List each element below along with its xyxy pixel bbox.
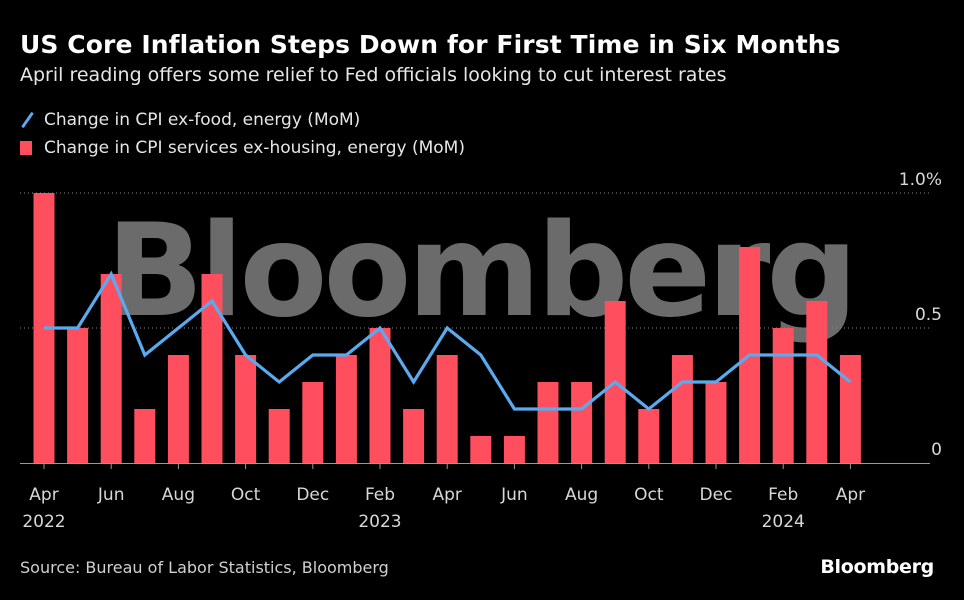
bar-3 [134,409,156,463]
x-tick-year-0: 2022 [22,512,65,532]
x-tick-label-5: Feb [365,485,395,505]
x-tick-label-9: Oct [634,485,664,505]
x-tick-label-4: Dec [296,485,329,505]
bar-11 [403,409,425,463]
x-tick-label-11: Feb [768,485,798,505]
legend-item-core-cpi: Change in CPI ex-food, energy (MoM) [20,106,465,134]
bar-18 [638,409,660,463]
x-tick-label-6: Apr [432,485,461,505]
line-swatch-icon [20,113,34,127]
bar-5 [201,274,223,463]
bar-16 [571,382,593,463]
legend-item-services-cpi: Change in CPI services ex-housing, energ… [20,134,465,162]
x-tick-label-0: Apr [29,485,58,505]
bar-2 [100,274,122,463]
bar-23 [806,301,828,463]
bar-15 [537,382,559,463]
y-tick-label-2: 1.0% [899,170,942,190]
bar-19 [671,355,693,463]
bloomberg-logo: Bloomberg [820,556,934,578]
x-tick-label-2: Aug [162,485,195,505]
bar-20 [705,382,727,463]
chart-title: US Core Inflation Steps Down for First T… [20,30,841,59]
x-tick-label-10: Dec [700,485,733,505]
bar-7 [268,409,290,463]
x-tick-label-1: Jun [97,485,125,505]
legend-label-services-cpi: Change in CPI services ex-housing, energ… [44,138,465,158]
bar-9 [335,355,357,463]
x-tick-label-12: Apr [836,485,865,505]
source-note: Source: Bureau of Labor Statistics, Bloo… [20,558,389,577]
x-tick-label-3: Oct [231,485,261,505]
x-tick-year-5: 2023 [358,512,401,532]
bar-10 [369,328,391,463]
bar-swatch-icon [20,141,32,155]
x-tick-label-7: Jun [500,485,528,505]
x-tick-label-8: Aug [565,485,598,505]
line-core-cpi [44,270,852,412]
chart-subtitle: April reading offers some relief to Fed … [20,64,727,86]
y-tick-label-1: 0.5 [915,305,942,325]
bar-1 [67,328,89,463]
bar-22 [772,328,794,463]
bar-8 [302,382,324,463]
bar-13 [470,436,492,463]
bar-6 [235,355,257,463]
legend-label-core-cpi: Change in CPI ex-food, energy (MoM) [44,110,361,130]
y-tick-label-0: 0 [931,440,942,460]
bar-4 [167,355,189,463]
bar-14 [503,436,525,463]
legend: Change in CPI ex-food, energy (MoM) Chan… [20,106,465,162]
watermark-text: Bloomberg [106,197,854,346]
bar-12 [436,355,458,463]
bar-24 [839,355,861,463]
chart-plot: Bloomberg 0 0.5 1.0% Apr 2022 Jun Aug Oct Dec Feb 2… [20,170,942,532]
x-tick-year-11: 2024 [762,512,805,532]
